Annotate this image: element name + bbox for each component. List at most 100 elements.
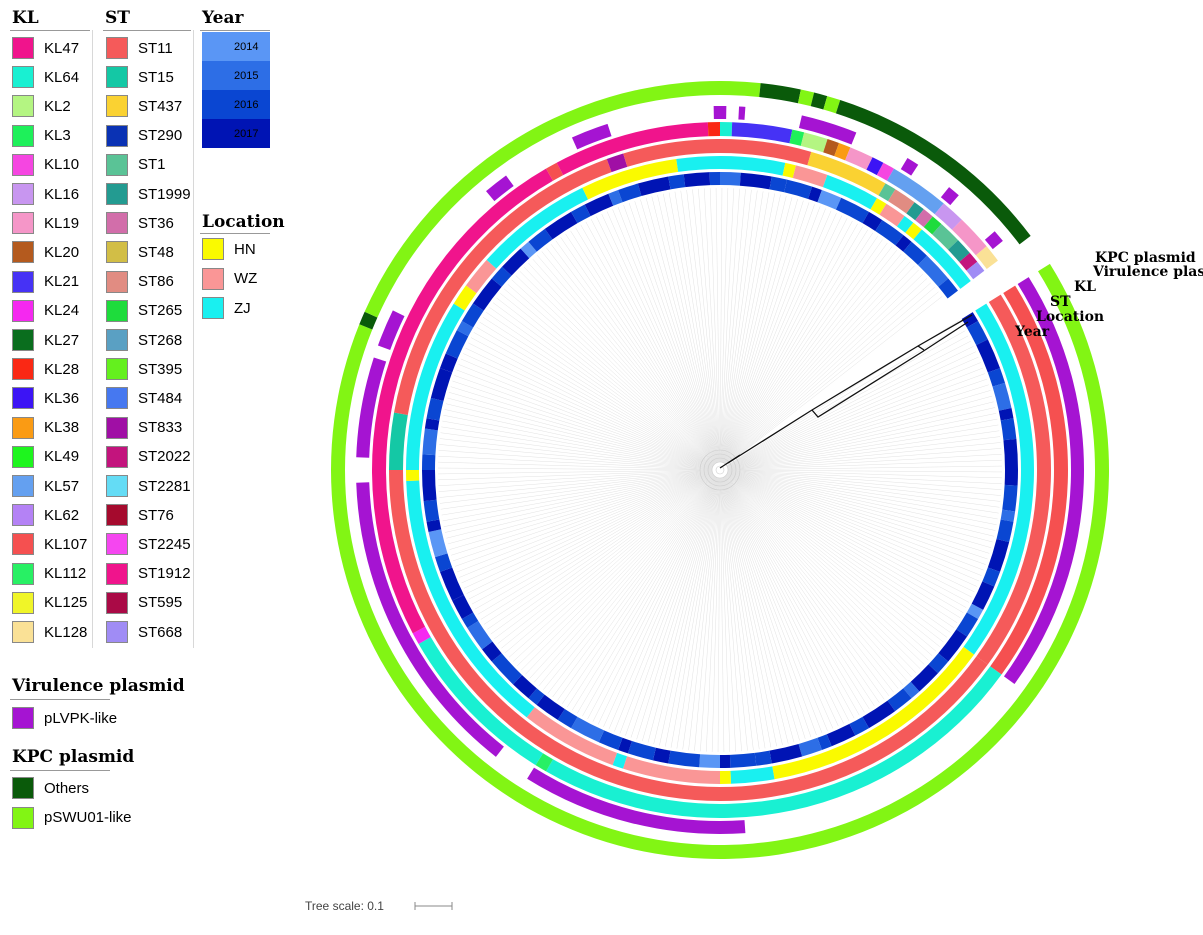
- leaf-spoke: [727, 470, 1002, 490]
- st-ring-segment: [932, 224, 959, 250]
- kl-legend-swatch: [12, 504, 34, 527]
- st-legend-item: ST833: [106, 416, 182, 440]
- year-ring-segment: [938, 278, 958, 299]
- year-ring-segment: [467, 621, 493, 650]
- st-legend-swatch: [106, 153, 128, 176]
- year-ring-segment: [1002, 484, 1018, 512]
- year-ring-segment: [754, 750, 772, 766]
- leaf-spoke: [726, 473, 961, 618]
- st-legend-item: ST1999: [106, 182, 191, 206]
- leaf-spoke: [722, 477, 800, 741]
- leaf-spoke: [439, 438, 713, 470]
- st-legend-swatch: [106, 124, 128, 147]
- leaf-spoke: [557, 476, 716, 701]
- kl-legend-label: KL24: [44, 302, 80, 320]
- year-ring-segment: [423, 499, 440, 522]
- leaf-spoke: [722, 477, 828, 731]
- year-legend-label: 2016: [234, 98, 259, 111]
- leaf-spoke: [680, 190, 720, 463]
- leaf-spoke: [458, 364, 713, 468]
- year-ring-segment: [439, 353, 458, 373]
- st-legend-item: ST36: [106, 211, 174, 235]
- st-legend-item: ST86: [106, 270, 174, 294]
- kl-ring-segment: [823, 139, 840, 157]
- kl-legend-label: KL28: [44, 360, 80, 378]
- leaf-spoke: [577, 476, 717, 714]
- leaf-spoke: [722, 477, 823, 734]
- virulence-ring-segment: [984, 231, 1003, 250]
- year-ring-segment: [668, 174, 686, 190]
- kpc-ring-segment: [810, 92, 828, 110]
- kl-legend-item: KL20: [12, 240, 79, 264]
- leaf-spoke: [727, 436, 1001, 470]
- leaf-spoke: [727, 471, 997, 526]
- kl-legend-swatch: [12, 37, 34, 59]
- leaf-spoke: [722, 208, 826, 463]
- st-legend-divider: [193, 30, 194, 648]
- leaf-spoke: [603, 477, 717, 727]
- year-ring-segment: [987, 538, 1010, 572]
- annotation-rings: [331, 80, 1110, 859]
- leaf-spoke: [444, 409, 713, 469]
- kl-legend-item: KL28: [12, 357, 79, 381]
- st-ring-segment: [906, 202, 924, 221]
- leaf-spoke: [512, 475, 715, 662]
- st-legend-item: ST395: [106, 357, 182, 381]
- leaf-spoke: [447, 471, 713, 545]
- leaf-spoke: [612, 209, 718, 463]
- kl-ring-segment: [418, 637, 544, 766]
- kpc-legend-swatch: [12, 777, 34, 799]
- kl-legend-label: KL36: [44, 389, 80, 407]
- leaf-spoke: [720, 189, 746, 463]
- leaf-spoke: [727, 471, 992, 548]
- leaf-spoke: [724, 232, 873, 464]
- leaf-spoke: [724, 476, 899, 689]
- ring-label: Location: [1036, 309, 1104, 325]
- leaf-spoke: [721, 195, 787, 463]
- leaf-spoke: [692, 189, 720, 463]
- year-ring-segment: [895, 235, 912, 252]
- leaf-spoke: [523, 266, 715, 465]
- kl-legend-item: KL3: [12, 124, 71, 148]
- root-ring: [703, 453, 737, 487]
- year-ring-segment: [520, 241, 537, 259]
- leaf-spoke: [694, 477, 720, 751]
- kpc-ring-segment: [359, 311, 378, 330]
- leaf-spoke: [438, 455, 713, 470]
- leaf-spoke: [483, 474, 714, 625]
- year-ring-segment: [835, 197, 869, 224]
- leaf-spoke: [438, 461, 713, 471]
- kl-ring-segment: [845, 147, 873, 170]
- location-ring-segment: [963, 303, 1034, 655]
- st-ring-segment: [389, 412, 408, 470]
- location-ring-segment: [622, 756, 720, 784]
- year-legend-swatch: [202, 32, 270, 61]
- kl-legend-item: KL27: [12, 328, 79, 352]
- st-legend-swatch: [106, 270, 128, 293]
- leaf-spoke: [515, 275, 715, 465]
- leaf-spoke: [507, 284, 715, 465]
- leaf-spoke: [460, 358, 713, 468]
- leaf-spoke: [538, 475, 716, 687]
- st-legend-label: ST484: [138, 389, 183, 407]
- leaf-spoke: [727, 469, 1002, 479]
- kl-legend-item: KL125: [12, 591, 87, 615]
- leaf-spoke: [674, 191, 719, 463]
- st-legend-label: ST2245: [138, 535, 191, 553]
- st-legend-label: ST290: [138, 127, 183, 145]
- leaf-spoke: [519, 271, 715, 465]
- kl-legend-swatch: [12, 358, 34, 381]
- year-ring-segment: [439, 567, 464, 601]
- st-legend-swatch: [106, 591, 128, 614]
- year-ring-segment: [938, 629, 968, 662]
- kl-legend-label: KL57: [44, 477, 80, 495]
- st-legend-swatch: [106, 241, 128, 264]
- location-ring-segment: [582, 159, 679, 200]
- year-legend-label: 2015: [234, 69, 259, 82]
- tree-branch: [917, 345, 925, 351]
- leaf-spoke: [726, 473, 964, 613]
- leaf-spoke: [438, 469, 713, 475]
- leaf-spoke: [724, 476, 875, 707]
- st-ring-segment: [959, 252, 978, 271]
- leaf-spoke: [480, 474, 714, 620]
